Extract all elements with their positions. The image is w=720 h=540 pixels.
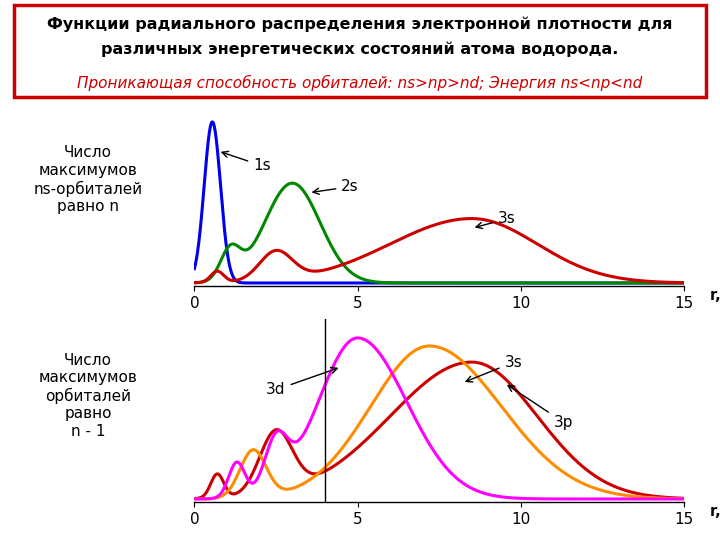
Text: 3d: 3d xyxy=(266,368,337,397)
Text: Число
максимумов
ns-орбиталей
равно n: Число максимумов ns-орбиталей равно n xyxy=(34,145,143,214)
Text: r, A: r, A xyxy=(710,288,720,303)
Text: Функции радиального распределения электронной плотности для: Функции радиального распределения электр… xyxy=(48,16,672,31)
Text: 3s: 3s xyxy=(476,211,516,228)
Text: 2s: 2s xyxy=(313,179,359,194)
Text: 1s: 1s xyxy=(222,151,271,173)
Text: различных энергетических состояний атома водорода.: различных энергетических состояний атома… xyxy=(102,42,618,57)
Text: 3p: 3p xyxy=(508,386,573,429)
FancyBboxPatch shape xyxy=(14,5,706,97)
Text: r, A: r, A xyxy=(710,504,720,519)
Text: Проникающая способность орбиталей: ns>np>nd; Энергия ns<np<nd: Проникающая способность орбиталей: ns>np… xyxy=(77,75,643,91)
Text: Число
максимумов
орбиталей
равно
n - 1: Число максимумов орбиталей равно n - 1 xyxy=(39,353,138,438)
Text: 3s: 3s xyxy=(466,355,522,382)
